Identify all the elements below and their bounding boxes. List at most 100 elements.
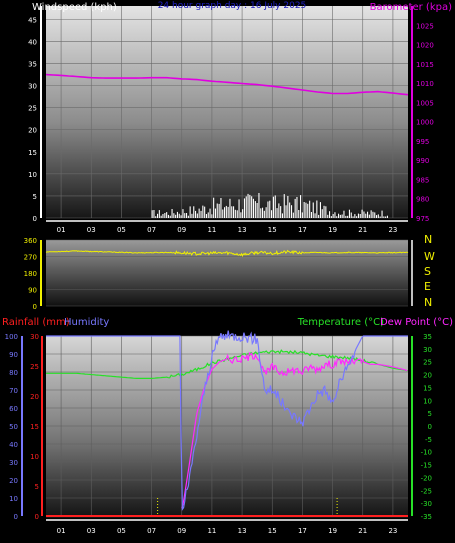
windspeed-bar: [385, 216, 387, 218]
windspeed-bar: [176, 211, 178, 218]
barometer-series-line: [45, 73, 409, 96]
panel1-x-tick-label: 09: [177, 226, 186, 234]
windspeed-bar: [341, 214, 343, 218]
panel3-humidity-tick-label: 30: [9, 459, 18, 467]
panel2-tick-label: 180: [24, 270, 37, 278]
panel3-x-tick-label: 07: [147, 527, 156, 535]
windspeed-bar: [289, 202, 291, 218]
windspeed-bar: [191, 213, 193, 218]
wind-direction-series-line: [45, 249, 409, 258]
windspeed-bar: [234, 209, 236, 218]
windspeed-bar: [153, 210, 155, 218]
panel2-tick-label: 270: [24, 254, 37, 262]
windspeed-bar: [309, 200, 311, 218]
panel3-humidity-tick-label: 70: [9, 387, 18, 395]
windspeed-bar: [383, 216, 385, 218]
panel1-left-tick-label: 20: [28, 127, 37, 135]
windspeed-bar: [296, 197, 298, 218]
windspeed-bar: [222, 209, 224, 218]
panel3-x-tick-label: 17: [298, 527, 307, 535]
windspeed-bar: [318, 214, 320, 218]
windspeed-bar: [186, 213, 188, 218]
windspeed-bar: [229, 198, 231, 218]
windspeed-bar: [224, 207, 226, 218]
windspeed-bar: [225, 205, 227, 218]
panel1-plot-area: [46, 6, 408, 218]
windspeed-bar: [365, 213, 367, 218]
panel3-x-tick-label: 09: [177, 527, 186, 535]
windspeed-bar: [368, 214, 370, 218]
panel1-x-tick-label: 15: [268, 226, 277, 234]
windspeed-bar: [272, 196, 274, 218]
panel1-right-tick-label: 980: [416, 196, 429, 204]
panel1-title: 24 hour graph day : 16 July 2025: [158, 1, 307, 11]
panel2-tick-label: 0: [33, 303, 37, 311]
panel1-right-tick-label: 985: [416, 176, 429, 184]
windspeed-bar: [247, 193, 249, 218]
windspeed-bar: [372, 211, 374, 218]
panel3-temp-tick-label: -35: [421, 513, 432, 521]
windspeed-bar: [303, 202, 305, 218]
panel3-temp-tick-label: 10: [423, 397, 432, 405]
panel3-humidity-tick-label: 40: [9, 441, 18, 449]
windspeed-bar: [307, 203, 309, 218]
windspeed-bar: [278, 203, 280, 218]
panel3-rain-label: Rainfall (mm): [2, 317, 70, 328]
windspeed-bar: [276, 208, 278, 218]
panel3-temp-tick-label: -15: [421, 462, 432, 470]
panel1-left-tick-label: 10: [28, 171, 37, 179]
windspeed-bar: [338, 213, 340, 218]
windspeed-bar: [198, 208, 200, 218]
windspeed-bar: [164, 213, 166, 218]
windspeed-bar: [352, 216, 354, 218]
windspeed-bar: [242, 209, 244, 218]
panel3-humidity-tick-label: 90: [9, 351, 18, 359]
panel3-humidity-tick-label: 0: [14, 513, 18, 521]
panel1-right-tick-label: 1025: [416, 22, 434, 30]
panel1-left-tick-label: 35: [28, 60, 37, 68]
windspeed-bar: [345, 215, 347, 218]
panel3-x-tick-label: 05: [117, 527, 126, 535]
panel3-rain-tick-label: 0: [35, 513, 39, 521]
panel1-right-tick-label: 1015: [416, 61, 434, 69]
panel3-temp-tick-label: 25: [423, 359, 432, 367]
panel1-right-tick-label: 1000: [416, 119, 434, 127]
panel2-marks: [45, 249, 409, 258]
windspeed-bar: [209, 208, 211, 218]
panel1-right-tick-label: 975: [416, 215, 429, 223]
panel3-rain-tick-label: 5: [35, 483, 39, 491]
panel1-x-tick-label: 05: [117, 226, 126, 234]
windspeed-bar: [155, 216, 157, 218]
windspeed-bar: [263, 210, 265, 218]
windspeed-bar: [377, 214, 379, 218]
windspeed-bar: [310, 212, 312, 218]
windspeed-bar: [184, 213, 186, 218]
windspeed-bar: [220, 198, 222, 218]
windspeed-bar: [281, 213, 283, 218]
panel3-humidity-tick-label: 10: [9, 495, 18, 503]
panel1-left-tick-label: 45: [28, 16, 37, 24]
windspeed-bar: [252, 198, 254, 218]
panel3-rain-tick-label: 15: [30, 423, 39, 431]
windspeed-bar: [189, 206, 191, 218]
windspeed-bar: [359, 214, 361, 218]
windspeed-bar: [381, 210, 383, 218]
windspeed-bar: [258, 193, 260, 218]
panel1-x-tick-label: 11: [207, 226, 216, 234]
windspeed-bar: [249, 194, 251, 218]
windspeed-bar: [260, 208, 262, 218]
panel3-humidity-label: Humidity: [64, 317, 109, 328]
panel2-tick-label: 90: [28, 287, 37, 295]
panel1-marks: [45, 73, 409, 218]
panel3-temp-tick-label: -25: [421, 487, 432, 495]
windspeed-bar: [363, 211, 365, 218]
windspeed-bar: [157, 213, 159, 218]
windspeed-bar: [216, 203, 218, 218]
panel2-grid: [46, 239, 408, 307]
windspeed-bar: [202, 205, 204, 218]
windspeed-bar: [374, 212, 376, 218]
windspeed-bar: [254, 201, 256, 218]
